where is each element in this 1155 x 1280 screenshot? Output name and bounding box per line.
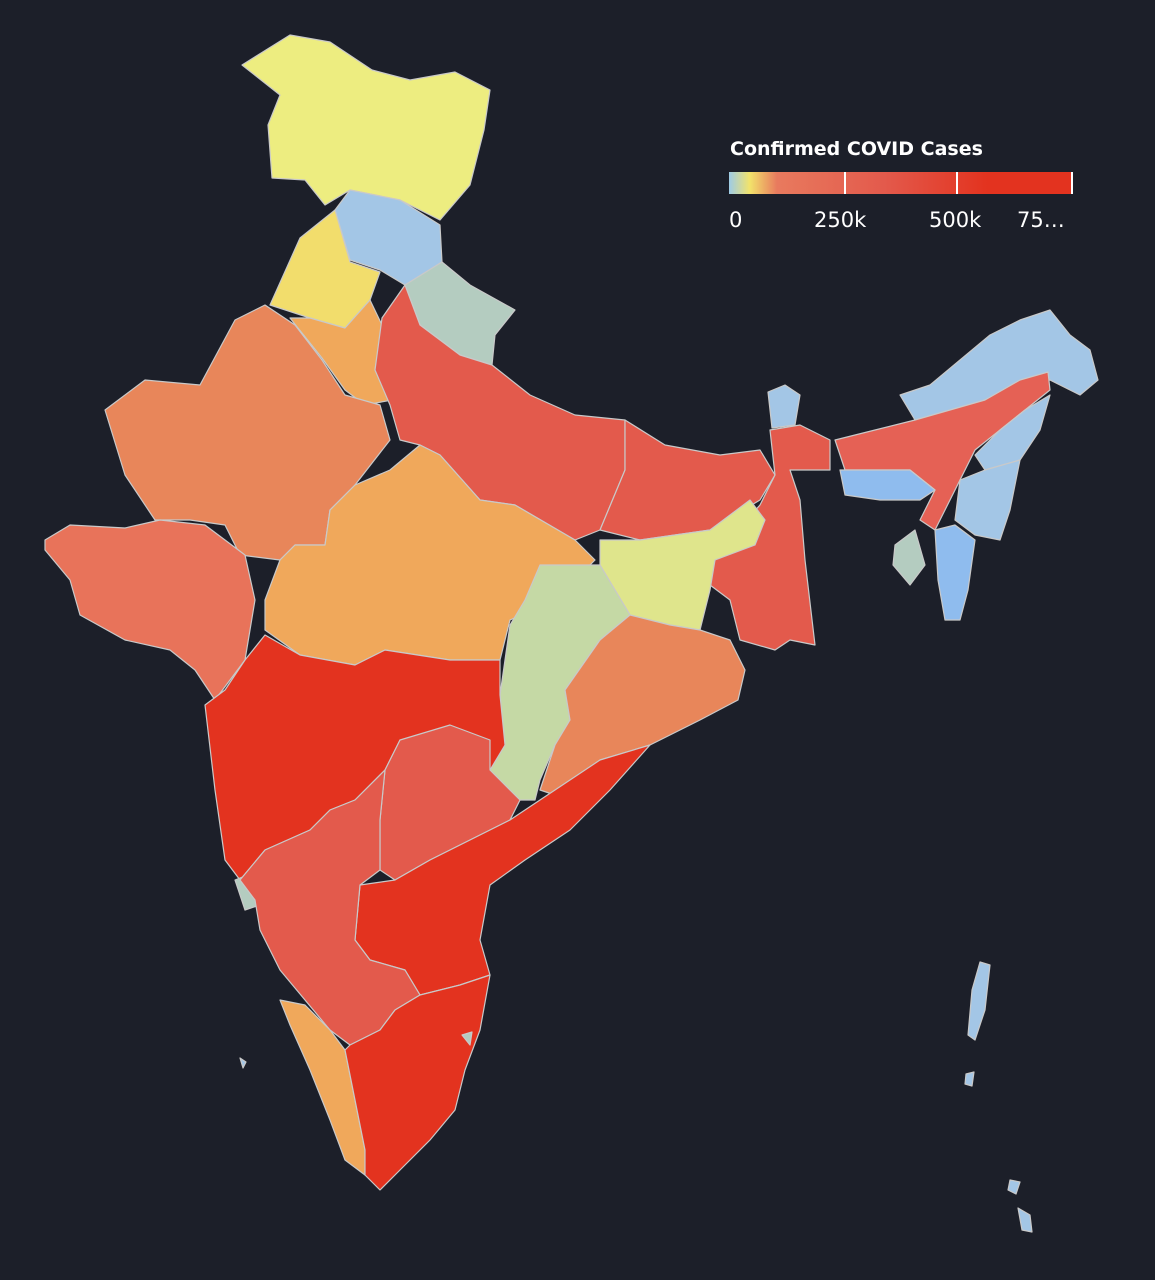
legend-title: Confirmed COVID Cases bbox=[730, 138, 983, 160]
legend-label-0: 0 bbox=[729, 208, 743, 232]
region-bihar[interactable] bbox=[599, 419, 776, 541]
region-nagaland[interactable] bbox=[974, 394, 1051, 471]
legend-label-250k: 250k bbox=[814, 208, 867, 232]
legend-tick-250k bbox=[844, 172, 846, 194]
legend-label-750k: 75… bbox=[1017, 208, 1065, 232]
region-jammu-kashmir[interactable] bbox=[241, 34, 491, 221]
region-andaman-islands-small[interactable] bbox=[964, 1071, 975, 1087]
region-puducherry[interactable] bbox=[461, 1031, 473, 1046]
legend-tick-750k bbox=[1071, 172, 1073, 194]
legend-tick-500k bbox=[956, 172, 958, 194]
region-nicobar-islands-1[interactable] bbox=[1007, 1179, 1021, 1195]
region-karnataka[interactable] bbox=[239, 769, 421, 1046]
region-gujarat[interactable] bbox=[44, 519, 256, 701]
region-andaman-islands-north[interactable] bbox=[967, 961, 991, 1041]
region-lakshadweep[interactable] bbox=[239, 1057, 247, 1069]
region-chhattisgarh[interactable] bbox=[489, 564, 631, 801]
region-nicobar-islands-2[interactable] bbox=[1017, 1207, 1033, 1233]
region-manipur[interactable] bbox=[954, 459, 1021, 541]
region-mizoram[interactable] bbox=[934, 524, 976, 621]
region-meghalaya[interactable] bbox=[839, 469, 936, 501]
legend-gradient-bar bbox=[729, 172, 1073, 194]
color-legend: Confirmed COVID Cases 0 250k 500k 75… bbox=[729, 138, 1079, 238]
legend-label-500k: 500k bbox=[929, 208, 982, 232]
region-tripura[interactable] bbox=[892, 529, 926, 586]
region-tamil-nadu[interactable] bbox=[344, 974, 491, 1191]
region-sikkim[interactable] bbox=[767, 384, 801, 429]
